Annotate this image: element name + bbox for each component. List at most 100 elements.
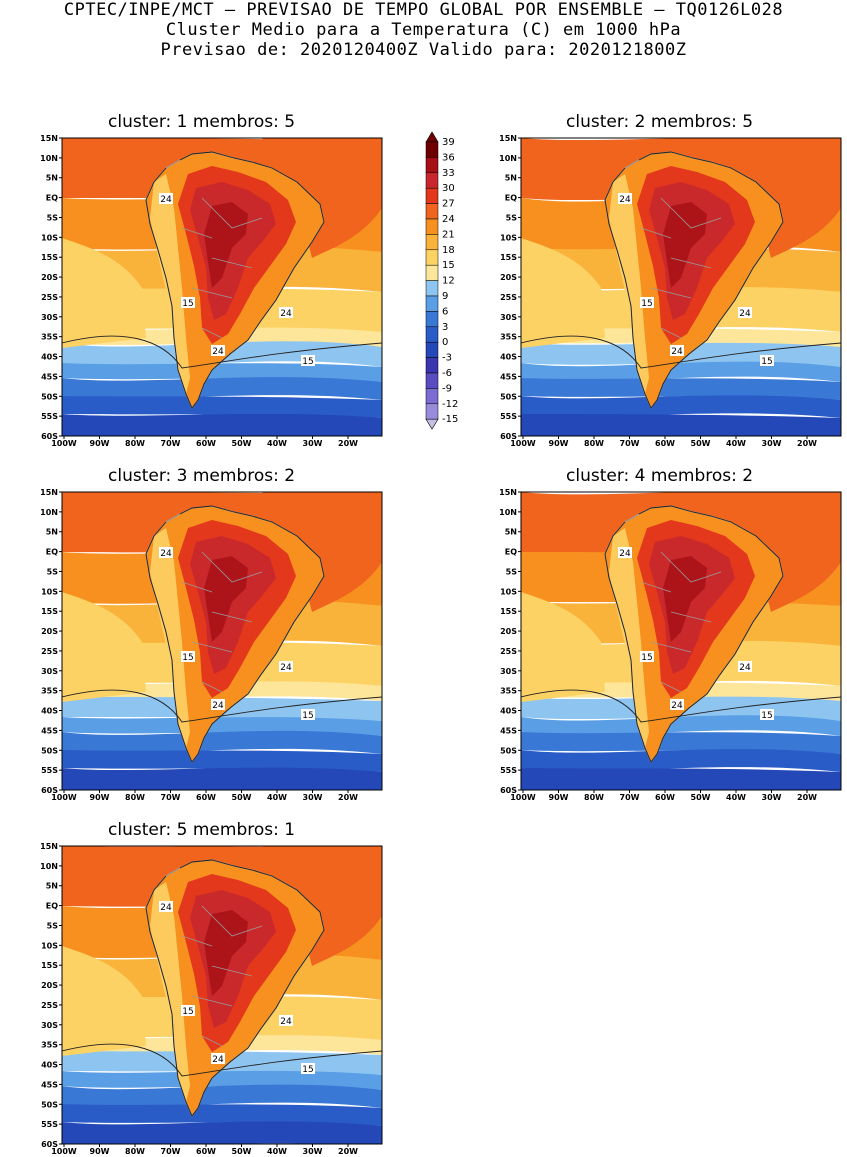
contour-label: 24 xyxy=(670,699,684,711)
lat-tick-label: 10S xyxy=(41,941,58,950)
lon-tick-label: 20W xyxy=(338,1147,358,1154)
colorbar-label: 0 xyxy=(442,337,448,348)
contour-label: 24 xyxy=(211,1053,225,1065)
colorbar-label: 24 xyxy=(442,214,455,225)
country-borders xyxy=(640,197,722,339)
svg-text:24: 24 xyxy=(160,903,172,913)
lat-tick-label: 20S xyxy=(41,627,58,636)
colorbar-swatch xyxy=(425,357,439,374)
lat-tick-label: 5N xyxy=(505,528,517,537)
colorbar-swatch xyxy=(425,388,439,405)
contour-label: 24 xyxy=(670,345,684,357)
contour-label: 24 xyxy=(618,547,632,559)
lat-tick-label: 40S xyxy=(41,1061,58,1070)
contour-15 xyxy=(521,335,841,369)
lat-tick-label: 55S xyxy=(41,1120,58,1129)
lat-tick-label: 45S xyxy=(41,1080,58,1089)
lon-tick-label: 90W xyxy=(90,439,110,446)
lon-tick-label: 100W xyxy=(51,439,77,446)
colorbar-label: 21 xyxy=(442,229,455,240)
lat-tick-label: 50S xyxy=(41,1100,58,1109)
colorbar-label: 39 xyxy=(442,137,455,148)
lon-tick-label: 70W xyxy=(161,1147,181,1154)
svg-text:15: 15 xyxy=(302,711,313,721)
contour-label: 24 xyxy=(618,193,632,205)
temperature-band xyxy=(521,732,841,754)
colorbar-label: 9 xyxy=(442,291,448,302)
lat-tick-label: 30S xyxy=(500,313,517,322)
lon-tick-label: 60W xyxy=(196,1147,216,1154)
lat-tick-label: 35S xyxy=(41,1041,58,1050)
colorbar-swatch xyxy=(425,295,439,312)
lat-tick-label: 25S xyxy=(41,1001,58,1010)
contour-label: 24 xyxy=(738,661,752,673)
panel-title-3: cluster: 3 membros: 2 xyxy=(108,466,296,486)
lat-tick-label: 20S xyxy=(41,273,58,282)
lon-tick-label: 50W xyxy=(232,793,252,800)
lat-tick-label: EQ xyxy=(46,194,58,203)
lat-tick-label: 30S xyxy=(41,1021,58,1030)
lon-tick-label: 80W xyxy=(584,439,604,446)
contour-label: 24 xyxy=(279,1015,293,1027)
lat-tick-label: 45S xyxy=(41,726,58,735)
lat-tick-label: 60S xyxy=(41,786,58,795)
colorbar-swatch xyxy=(425,172,439,189)
lat-tick-label: 15S xyxy=(41,607,58,616)
figure-title-line1: CPTEC/INPE/MCT – PREVISAO DE TEMPO GLOBA… xyxy=(63,0,784,20)
lat-tick-label: 30S xyxy=(41,313,58,322)
lat-tick-label: 40S xyxy=(500,707,517,716)
panel-title-2: cluster: 2 membros: 5 xyxy=(566,112,754,132)
temperature-band xyxy=(521,749,841,772)
lat-tick-label: EQ xyxy=(46,548,58,557)
lat-tick-label: 10S xyxy=(500,233,517,242)
colorbar-swatch xyxy=(425,326,439,343)
svg-text:15: 15 xyxy=(182,299,193,309)
lon-tick-label: 50W xyxy=(232,439,252,446)
colorbar-label: 12 xyxy=(442,276,455,287)
lat-tick-label: 5S xyxy=(506,213,518,222)
svg-text:24: 24 xyxy=(212,347,224,357)
map-frame xyxy=(520,137,842,437)
svg-text:15: 15 xyxy=(641,299,652,309)
map-frame xyxy=(61,845,383,1145)
colorbar-swatch xyxy=(425,372,439,389)
lon-tick-label: 40W xyxy=(267,1147,287,1154)
svg-text:15: 15 xyxy=(302,357,313,367)
lat-tick-label: 5S xyxy=(47,567,59,576)
temperature-band xyxy=(521,361,841,382)
contour-15 xyxy=(62,689,382,723)
svg-text:15: 15 xyxy=(182,653,193,663)
lat-tick-label: 5S xyxy=(47,213,59,222)
lat-tick-label: 45S xyxy=(500,372,517,381)
panel-title-1: cluster: 1 membros: 5 xyxy=(108,112,296,132)
lat-tick-label: 15S xyxy=(500,607,517,616)
lon-tick-label: 30W xyxy=(762,439,782,446)
temperature-band xyxy=(62,730,382,754)
temperature-band xyxy=(62,1084,382,1108)
country-borders xyxy=(640,551,722,693)
lat-tick-label: 25S xyxy=(41,647,58,656)
colorbar-bottom-arrow xyxy=(425,418,439,430)
svg-text:15: 15 xyxy=(182,1007,193,1017)
andes-cool-strip xyxy=(609,174,649,394)
lat-tick-label: 50S xyxy=(41,392,58,401)
contour-label: 15 xyxy=(301,355,315,367)
colorbar-top-arrow xyxy=(425,131,439,143)
lat-tick-label: 15N xyxy=(499,488,517,497)
lon-tick-label: 90W xyxy=(90,1147,110,1154)
andes-cool-strip xyxy=(150,528,190,748)
lat-tick-label: 5N xyxy=(505,174,517,183)
lat-tick-label: 15N xyxy=(40,842,58,851)
lat-tick-label: 5S xyxy=(506,567,518,576)
contour-label: 15 xyxy=(760,355,774,367)
lat-tick-label: 10N xyxy=(499,508,517,517)
svg-text:24: 24 xyxy=(212,1055,224,1065)
contour-label: 15 xyxy=(181,297,195,309)
colorbar-swatch xyxy=(425,218,439,235)
colorbar-label: 27 xyxy=(442,199,455,210)
panel-title-4: cluster: 4 membros: 2 xyxy=(566,466,754,486)
lon-tick-label: 60W xyxy=(655,439,675,446)
contour-label: 15 xyxy=(181,1005,195,1017)
svg-text:15: 15 xyxy=(641,653,652,663)
lat-tick-label: 45S xyxy=(41,372,58,381)
